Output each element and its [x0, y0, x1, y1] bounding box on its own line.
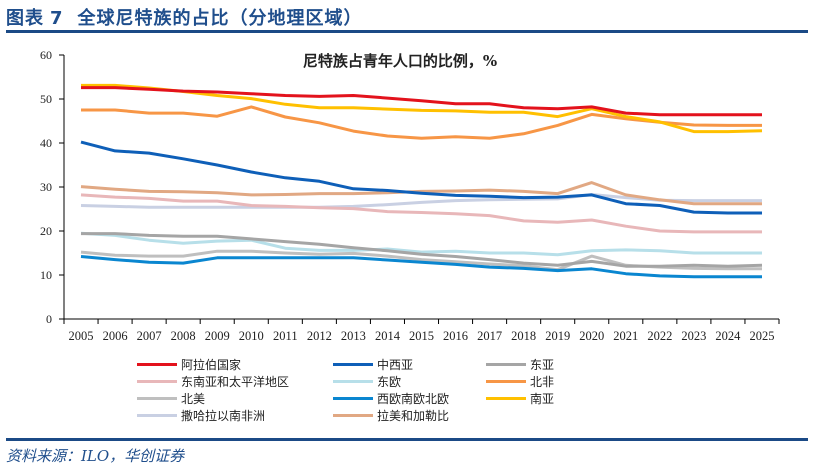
- legend-label: 南亚: [530, 392, 555, 406]
- x-tick-label: 2013: [341, 329, 366, 343]
- y-tick-label: 50: [40, 92, 52, 106]
- legend-label: 北美: [181, 392, 206, 406]
- legend-label: 西欧南欧北欧: [377, 392, 450, 406]
- legend-swatch: [486, 397, 526, 400]
- legend-item: 西欧南欧北欧: [333, 390, 449, 407]
- footer-divider: [6, 438, 808, 441]
- x-tick-label: 2025: [749, 329, 774, 343]
- figure-number: 7: [50, 8, 64, 29]
- x-tick-label: 2023: [681, 329, 706, 343]
- legend-label: 阿拉伯国家: [181, 358, 242, 372]
- legend-label: 中西亚: [377, 358, 414, 372]
- figure-label: 图表: [6, 8, 44, 29]
- legend-item: 拉美和加勒比: [333, 407, 449, 424]
- x-tick-label: 2018: [511, 329, 536, 343]
- figure-title: 图表 7 全球尼特族的占比（分地理区域）: [6, 4, 363, 30]
- figure-title-text: 全球尼特族的占比（分地理区域）: [77, 8, 363, 29]
- legend-item: 中西亚: [333, 356, 413, 373]
- series-line-2: [80, 140, 762, 215]
- y-tick-label: 0: [46, 312, 52, 326]
- y-tick-label: 20: [40, 224, 52, 238]
- legend-label: 东亚: [530, 358, 555, 372]
- legend-swatch: [333, 414, 373, 417]
- x-tick-label: 2008: [171, 329, 196, 343]
- legend-label: 东南亚和太平洋地区: [181, 375, 290, 389]
- series-line-11: [80, 181, 762, 206]
- x-tick-label: 2016: [443, 329, 468, 343]
- legend-swatch: [486, 363, 526, 366]
- legend-item: 东欧: [333, 373, 401, 390]
- series-line-8: [80, 255, 762, 279]
- x-tick-label: 2022: [647, 329, 672, 343]
- y-tick-label: 60: [40, 48, 52, 62]
- legend-swatch: [486, 380, 526, 383]
- legend-item: 南亚: [486, 390, 554, 407]
- legend-item: 东南亚和太平洋地区: [137, 373, 289, 390]
- x-tick-label: 2011: [273, 329, 298, 343]
- legend-item: 北非: [486, 373, 554, 390]
- x-tick-label: 2007: [137, 329, 162, 343]
- source-note: 资料来源：ILO，华创证券: [6, 447, 185, 465]
- x-tick-label: 2014: [375, 329, 401, 343]
- header-divider: [6, 30, 808, 33]
- y-tick-label: 40: [40, 136, 52, 150]
- legend-label: 拉美和加勒比: [377, 409, 450, 423]
- x-tick-label: 2006: [103, 329, 128, 343]
- legend-swatch: [137, 414, 177, 417]
- legend-item: 阿拉伯国家: [137, 356, 241, 373]
- x-tick-label: 2024: [715, 329, 741, 343]
- legend-swatch: [137, 397, 177, 400]
- series-line-1: [81, 86, 762, 117]
- x-tick-label: 2005: [69, 329, 94, 343]
- x-tick-label: 2021: [613, 329, 638, 343]
- series-line-3: [81, 232, 763, 268]
- chart-series-lines: [80, 83, 763, 279]
- line-chart: 0 10 20 30 40 50 60 2005 2006 2007 2008 2009 2010 201…: [40, 48, 780, 343]
- legend-item: 东亚: [486, 356, 554, 373]
- x-tick-label: 2020: [579, 329, 604, 343]
- legend-swatch: [137, 380, 177, 383]
- x-tick-label: 2017: [477, 329, 502, 343]
- x-tick-label: 2009: [205, 329, 230, 343]
- legend-item: 撒哈拉以南非洲: [137, 407, 265, 424]
- legend-swatch: [333, 397, 373, 400]
- legend-swatch: [137, 363, 177, 366]
- chart-title: 尼特族占青年人口的比例，%: [303, 52, 497, 70]
- legend-swatch: [333, 380, 373, 383]
- y-tick-label: 10: [40, 268, 52, 282]
- legend-label: 北非: [530, 375, 555, 389]
- legend-item: 北美: [137, 390, 205, 407]
- x-tick-label: 2010: [239, 329, 264, 343]
- y-tick-label: 30: [40, 180, 52, 194]
- x-tick-label: 2019: [545, 329, 570, 343]
- legend-swatch: [333, 363, 373, 366]
- series-line-5: [80, 231, 762, 257]
- x-tick-label: 2012: [307, 329, 332, 343]
- chart-axes: 0 10 20 30 40 50 60 2005 2006 2007 2008 2009 2010 201…: [40, 48, 780, 343]
- legend-label: 撒哈拉以南非洲: [181, 409, 266, 423]
- legend-label: 东欧: [377, 375, 402, 389]
- x-tick-label: 2015: [409, 329, 434, 343]
- series-line-4: [80, 193, 762, 234]
